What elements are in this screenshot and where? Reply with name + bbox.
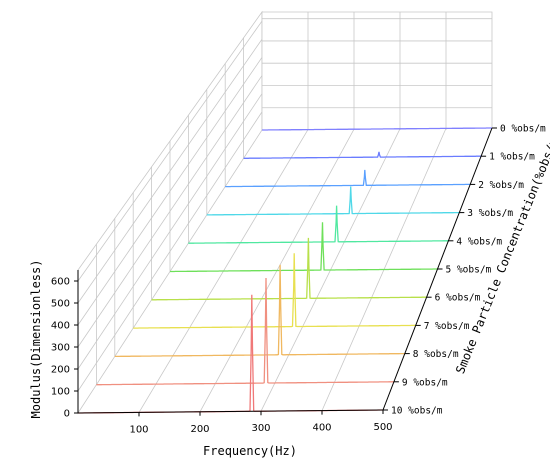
z-tick-label: 300 (51, 343, 70, 354)
z-tick-label: 500 (51, 299, 70, 310)
x-tick-label: 200 (190, 424, 209, 435)
series-line-3 (206, 186, 460, 216)
series-line-5 (170, 222, 438, 273)
x-tick-label: 100 (129, 424, 148, 435)
series-line-0 (262, 127, 492, 131)
series-line-7 (133, 253, 416, 329)
category-label: 2 %obs/m (478, 180, 524, 191)
category-label: 10 %obs/m (391, 406, 443, 417)
category-label: 0 %obs/m (500, 124, 546, 135)
category-label: 9 %obs/m (402, 377, 448, 388)
series-line-4 (188, 205, 449, 244)
x-axis-line (77, 409, 384, 414)
z-tick-label: 0 (64, 409, 70, 420)
category-label: 6 %obs/m (435, 293, 481, 304)
z-tick-labels: 0 100 200 300 400 500 600 (51, 277, 78, 420)
series-line-2 (225, 169, 471, 188)
chart-walls (77, 10, 493, 415)
z-tick-label: 100 (51, 387, 70, 398)
category-label: 5 %obs/m (446, 265, 492, 276)
category-label: 3 %obs/m (467, 208, 513, 219)
z-tick-label: 200 (51, 365, 70, 376)
z-axis-label: Modulus(Dimensionless) (29, 260, 43, 419)
x-axis-label: Frequency(Hz) (203, 444, 297, 458)
series-line-6 (151, 237, 427, 301)
x-tick-label: 500 (373, 422, 392, 433)
x-tick-label: 300 (251, 423, 270, 434)
series-line-8 (114, 264, 405, 358)
series-line-1 (243, 151, 482, 159)
category-label: 1 %obs/m (489, 152, 535, 163)
x-tick-labels: 100 200 300 400 500 (129, 410, 393, 435)
category-labels: 0 %obs/m 1 %obs/m 2 %obs/m 3 %obs/m 4 %obs/m… (383, 124, 546, 417)
back-wall (261, 11, 493, 131)
category-label: 7 %obs/m (424, 321, 470, 332)
x-tick-label: 400 (312, 423, 331, 434)
y-axis-label: Smoke Particle Concentration(%obs/m) (453, 129, 550, 375)
series-line-9 (96, 277, 394, 386)
z-tick-label: 400 (51, 321, 70, 332)
z-tick-label: 600 (51, 277, 70, 288)
category-label: 4 %obs/m (456, 236, 502, 247)
category-label: 8 %obs/m (413, 349, 459, 360)
